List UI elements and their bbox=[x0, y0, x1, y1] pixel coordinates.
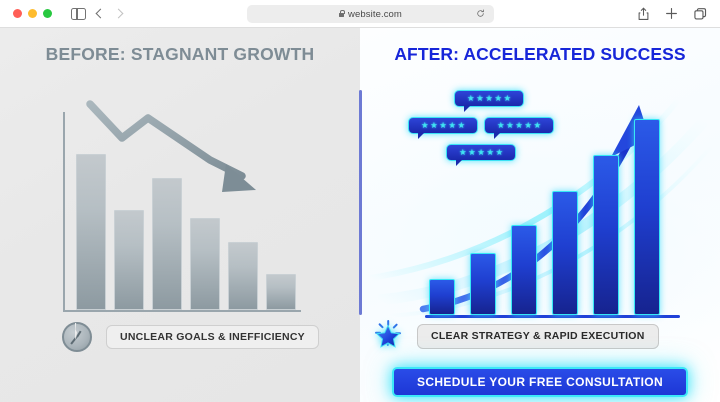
before-badge-row: UNCLEAR GOALS & INEFFICIENCY bbox=[62, 322, 319, 352]
forward-icon[interactable] bbox=[113, 8, 124, 19]
after-badge-label: CLEAR STRATEGY & RAPID EXECUTION bbox=[417, 323, 659, 349]
declining-trend-arrow bbox=[86, 100, 256, 192]
after-bar-1 bbox=[429, 278, 455, 315]
before-bar-6 bbox=[266, 274, 296, 311]
browser-actions bbox=[637, 7, 707, 21]
after-bar-2 bbox=[470, 252, 496, 315]
navigation-controls bbox=[71, 7, 124, 20]
review-bubble-3: ★ ★ ★ ★ ★ bbox=[484, 117, 554, 139]
address-bar[interactable]: website.com bbox=[247, 5, 494, 23]
share-icon[interactable] bbox=[637, 7, 650, 21]
close-window-button[interactable] bbox=[13, 9, 22, 18]
y-axis bbox=[63, 112, 65, 312]
after-bar-chart bbox=[415, 83, 695, 318]
schedule-consultation-button[interactable]: SCHEDULE YOUR FREE CONSULTATION bbox=[392, 367, 688, 397]
plus-icon[interactable] bbox=[665, 7, 678, 20]
back-icon[interactable] bbox=[95, 8, 106, 19]
before-badge-label: UNCLEAR GOALS & INEFFICIENCY bbox=[106, 325, 319, 349]
page-content: BEFORE: STAGNANT GROWTH bbox=[0, 28, 720, 402]
minimize-window-button[interactable] bbox=[28, 9, 37, 18]
reload-icon[interactable] bbox=[476, 9, 485, 18]
broken-clock-icon bbox=[62, 322, 92, 352]
before-bar-4 bbox=[190, 218, 220, 311]
panel-divider-scrollbar[interactable] bbox=[359, 90, 362, 315]
x-axis bbox=[63, 310, 301, 312]
after-bar-3 bbox=[511, 224, 537, 315]
after-bar-4 bbox=[552, 190, 578, 315]
after-bar-5 bbox=[593, 154, 619, 315]
tabs-icon[interactable] bbox=[693, 7, 707, 21]
sparkle-star-icon bbox=[372, 320, 404, 352]
before-bar-1 bbox=[76, 154, 106, 311]
after-panel: AFTER: ACCELERATED SUCCESS bbox=[360, 28, 720, 402]
before-bar-5 bbox=[228, 242, 258, 311]
review-bubble-4: ★ ★ ★ ★ ★ bbox=[446, 144, 516, 166]
zoom-window-button[interactable] bbox=[43, 9, 52, 18]
after-bar-6 bbox=[634, 118, 660, 315]
browser-toolbar: website.com bbox=[0, 0, 720, 28]
review-bubbles: ★ ★ ★ ★ ★ ★ ★ ★ ★ ★ ★ ★ ★ ★ ★ ★ ★ ★ ★ ★ bbox=[408, 90, 573, 180]
before-title: BEFORE: STAGNANT GROWTH bbox=[45, 44, 315, 64]
lock-icon bbox=[339, 9, 346, 17]
before-bar-3 bbox=[152, 178, 182, 311]
review-bubble-2: ★ ★ ★ ★ ★ bbox=[408, 117, 478, 139]
url-text: website.com bbox=[348, 8, 402, 20]
after-title: AFTER: ACCELERATED SUCCESS bbox=[394, 44, 686, 64]
before-bar-2 bbox=[114, 210, 144, 311]
review-bubble-1: ★ ★ ★ ★ ★ bbox=[454, 90, 524, 112]
before-bar-chart bbox=[60, 90, 310, 312]
x-axis bbox=[425, 314, 680, 318]
after-badge-row: CLEAR STRATEGY & RAPID EXECUTION bbox=[372, 320, 659, 352]
before-panel: BEFORE: STAGNANT GROWTH bbox=[0, 28, 360, 402]
window-controls bbox=[13, 9, 52, 18]
sidebar-icon[interactable] bbox=[71, 7, 86, 20]
